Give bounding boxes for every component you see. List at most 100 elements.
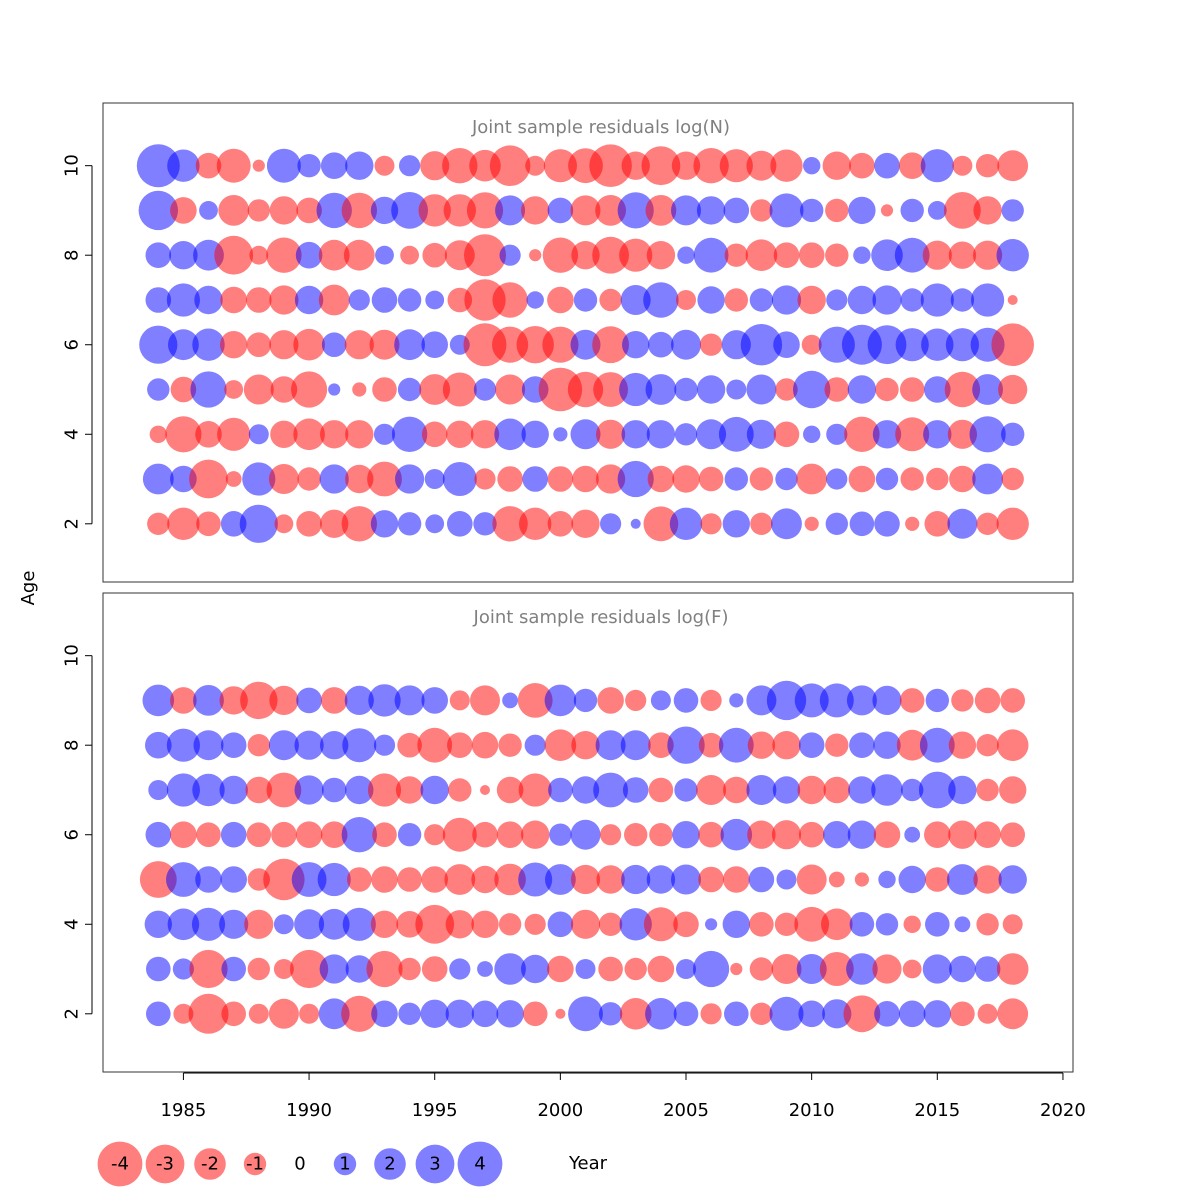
residual-bubble xyxy=(245,287,272,313)
residual-bubble xyxy=(673,688,699,713)
residual-bubble xyxy=(291,862,327,897)
residual-bubble xyxy=(294,775,324,805)
residual-bubble xyxy=(643,282,679,318)
residual-bubble xyxy=(218,195,250,226)
residual-bubble xyxy=(502,692,518,709)
residual-bubble xyxy=(191,907,226,941)
residual-bubble xyxy=(216,148,251,183)
residual-bubble xyxy=(671,329,701,360)
residual-bubble xyxy=(724,1001,749,1027)
residual-bubble xyxy=(480,785,490,795)
residual-bubble xyxy=(746,775,777,805)
residual-bubble xyxy=(903,915,921,933)
residual-bubble xyxy=(828,871,845,888)
residual-bubble xyxy=(748,866,775,893)
residual-bubble xyxy=(317,862,351,897)
residual-bubble xyxy=(999,776,1027,804)
residual-bubble xyxy=(145,731,172,759)
residual-bubble xyxy=(650,690,671,711)
residual-bubble xyxy=(925,688,949,713)
residual-bubble xyxy=(375,245,394,265)
residual-bubble xyxy=(847,375,877,404)
residual-bubble xyxy=(290,949,329,989)
x-tick-label: 2020 xyxy=(1040,1100,1086,1121)
residual-bubble xyxy=(772,776,801,804)
residual-bubble xyxy=(495,195,526,226)
residual-bubble xyxy=(247,734,270,757)
residual-bubble xyxy=(825,733,849,757)
residual-bubble xyxy=(900,467,924,491)
residual-bubble xyxy=(720,818,753,851)
residual-bubble xyxy=(746,374,777,405)
residual-bubble xyxy=(649,823,673,847)
residual-bubble xyxy=(645,998,677,1030)
residual-bubble xyxy=(997,998,1029,1030)
residual-bubble xyxy=(399,155,421,177)
residual-bubble xyxy=(595,730,626,761)
residual-bubble xyxy=(974,956,1001,982)
residual-bubble xyxy=(853,246,871,264)
residual-bubble xyxy=(269,330,299,360)
residual-bubble xyxy=(166,283,200,317)
legend-bubble xyxy=(194,1148,226,1180)
residual-bubble xyxy=(991,323,1034,367)
residual-bubble xyxy=(592,326,629,364)
residual-bubble xyxy=(996,953,1029,985)
residual-bubble xyxy=(570,819,601,850)
residual-bubble xyxy=(880,204,894,217)
residual-bubble xyxy=(600,513,622,535)
residual-bubble xyxy=(345,775,374,805)
residual-bubble xyxy=(342,728,377,763)
residual-bubble xyxy=(592,236,629,274)
residual-bubble xyxy=(619,998,652,1030)
bubble-size-legend: -4 -3 -2 -1 0 1 2 3 4 xyxy=(97,1141,503,1187)
legend-bubble xyxy=(457,1141,503,1187)
residual-bubble xyxy=(268,998,299,1029)
residual-bubble xyxy=(320,821,348,848)
residual-bubble xyxy=(193,685,224,716)
residual-bubble xyxy=(646,865,676,894)
residual-bubble xyxy=(396,911,423,938)
residual-bubble xyxy=(875,467,899,491)
residual-bubble xyxy=(825,512,848,535)
residual-bubble xyxy=(772,731,801,760)
residual-bubble xyxy=(400,245,419,265)
residual-bubble xyxy=(798,732,825,758)
residual-bubble xyxy=(521,954,550,984)
residual-bubble xyxy=(420,999,449,1028)
residual-bubble xyxy=(397,288,422,312)
residual-bubble xyxy=(1000,822,1025,847)
legend-bubble xyxy=(97,1141,143,1187)
residual-bubble xyxy=(372,822,397,847)
residual-bubble xyxy=(196,822,221,847)
residual-bubble xyxy=(926,467,949,491)
residual-bubble xyxy=(894,237,930,273)
residual-bubble xyxy=(871,239,903,271)
residual-bubble xyxy=(624,957,647,981)
residual-bubble xyxy=(524,734,546,756)
residual-bubble xyxy=(449,690,470,711)
residual-bubble xyxy=(595,195,626,226)
residual-bubble xyxy=(696,375,726,404)
residual-bubble xyxy=(750,199,773,222)
residual-bubble xyxy=(948,775,977,805)
y-tick-label: 8 xyxy=(62,739,83,750)
residual-bubble xyxy=(921,328,954,361)
residual-bubble xyxy=(371,1000,398,1028)
legend-label: 3 xyxy=(429,1154,440,1175)
residual-bubble xyxy=(905,516,920,531)
residual-bubble xyxy=(341,506,377,542)
residual-bubble xyxy=(918,771,956,809)
residual-bubble xyxy=(671,151,701,180)
residual-bubble xyxy=(766,680,807,721)
residual-bubble xyxy=(819,683,854,718)
residual-bubble xyxy=(895,417,930,452)
residual-bubble xyxy=(997,150,1029,182)
residual-bubble xyxy=(145,242,172,268)
x-axis: 1985 1990 1995 2000 2005 2010 2015 2020 xyxy=(161,1072,1086,1121)
residual-bubble xyxy=(269,196,299,225)
residual-bubble xyxy=(571,776,600,804)
residual-bubble xyxy=(620,730,651,761)
residual-bubble xyxy=(474,468,496,490)
